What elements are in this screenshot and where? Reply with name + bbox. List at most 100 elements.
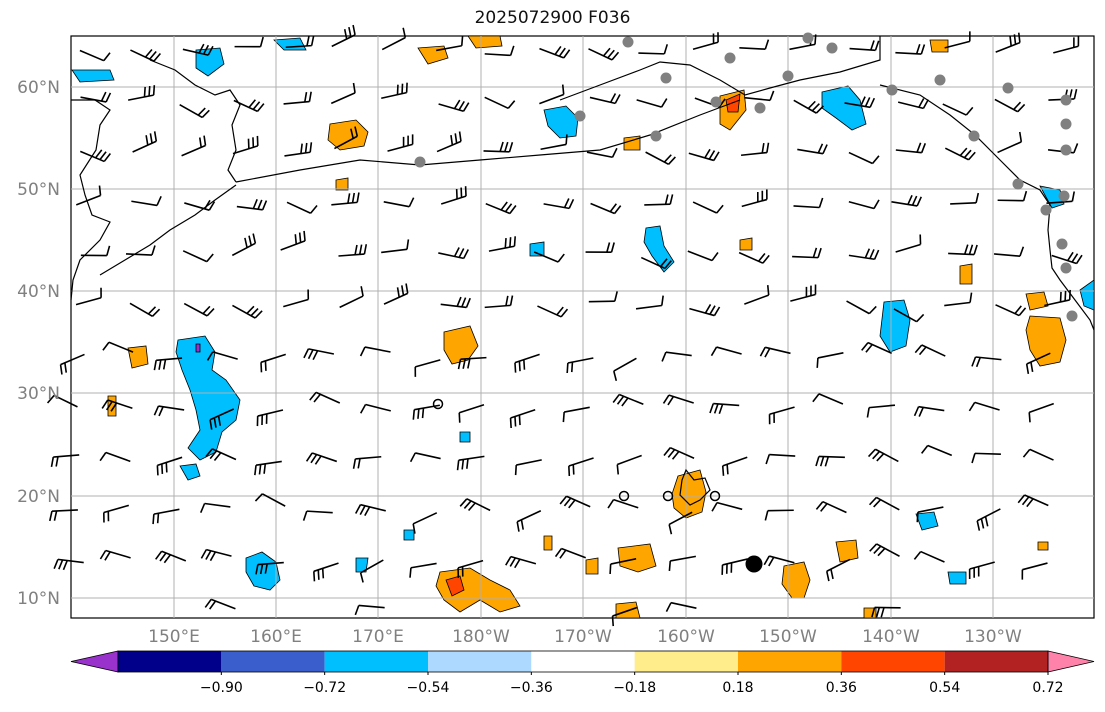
colorbar-extend-low	[70, 650, 119, 673]
wind-barb	[871, 606, 901, 618]
wind-barb	[436, 131, 462, 153]
wind-barb	[815, 455, 845, 467]
wind-barb	[412, 512, 438, 534]
wind-barb	[409, 452, 441, 463]
station-dot-icon	[782, 70, 794, 82]
station-dot-icon	[934, 74, 946, 86]
wind-barb	[942, 103, 974, 116]
wind-barb	[232, 304, 263, 319]
wind-barb	[668, 555, 697, 571]
wind-barb	[125, 245, 156, 256]
wind-barb	[49, 509, 78, 522]
wind-barb	[75, 185, 102, 206]
colorbar-tick-labels: −0.90 −0.72 −0.54 −0.36 −0.18 0.18 0.36 0.54 0.7…	[200, 672, 1064, 696]
wind-barb	[921, 444, 953, 457]
wind-barb	[913, 550, 945, 563]
wind-barb	[744, 285, 770, 305]
wind-barb	[152, 508, 180, 525]
wind-barb	[948, 244, 978, 256]
station-dot-icon	[1060, 94, 1072, 106]
wind-barb	[232, 135, 259, 155]
shaded-region	[179, 463, 201, 481]
wind-barb	[383, 197, 415, 208]
station-dot-icon	[710, 96, 722, 108]
colorbar-tick-label: −0.54	[407, 680, 450, 696]
wind-barb	[914, 344, 946, 357]
lat-tick-label: 60°N	[17, 78, 60, 98]
wind-barb	[339, 286, 364, 309]
colorbar-tick-label: −0.72	[303, 680, 346, 696]
wind-barb	[1044, 289, 1071, 307]
wind-barb	[381, 239, 410, 254]
wind-barb	[383, 283, 409, 305]
wind-barb	[663, 446, 695, 460]
wind-barb	[869, 543, 900, 557]
wind-barb	[846, 300, 877, 315]
colorbar-segment	[428, 651, 532, 672]
wind-barb	[127, 85, 156, 101]
graticule	[71, 36, 1094, 618]
lon-tick-label: 180°W	[452, 627, 510, 647]
wind-barb	[46, 394, 78, 408]
wind-barb	[131, 195, 162, 207]
wind-barb	[129, 302, 161, 317]
wind-barb	[566, 357, 594, 374]
lon-tick-label: 130°W	[964, 627, 1022, 647]
wind-barb	[79, 149, 112, 163]
wind-barb	[359, 346, 391, 357]
wind-barb	[740, 142, 770, 157]
wind-barb	[866, 404, 896, 418]
wind-barb	[1053, 36, 1080, 54]
open-circle-icon	[432, 398, 444, 410]
open-circle-icon	[662, 490, 674, 502]
wind-barb	[793, 99, 824, 114]
wind-barb	[585, 242, 615, 253]
wind-barb	[612, 393, 644, 407]
shaded-region	[617, 543, 657, 573]
wind-barb	[204, 598, 236, 610]
station-dot-icon	[622, 36, 634, 48]
wind-barb	[1051, 251, 1083, 265]
wind-barb	[412, 404, 440, 420]
shaded-region	[459, 431, 471, 443]
wind-barb	[661, 351, 692, 362]
map-title: 2025072900 F036	[474, 8, 631, 28]
wind-barb	[156, 456, 183, 476]
colorbar-tick-label: 0.54	[929, 680, 960, 696]
wind-barb	[638, 44, 669, 55]
colorbar-tick-label: 0.72	[1032, 680, 1063, 696]
wind-barb	[1046, 191, 1076, 204]
shaded-region	[739, 237, 753, 251]
wind-barb	[99, 451, 131, 463]
wind-barb	[611, 606, 638, 627]
wind-barb	[286, 201, 318, 214]
wind-barb	[812, 393, 844, 405]
wind-barb	[409, 562, 437, 578]
station-dot-icon	[968, 130, 980, 142]
wind-barb	[668, 511, 693, 535]
shaded-region	[71, 69, 115, 83]
station-dot-icon	[745, 555, 763, 573]
wind-barb	[184, 199, 216, 211]
open-circle-icon	[709, 490, 721, 502]
wind-barb	[305, 452, 338, 465]
wind-barb	[359, 559, 384, 583]
wind-barb	[588, 47, 620, 61]
shaded-region	[959, 263, 973, 285]
wind-barb	[130, 49, 162, 62]
wind-barb	[179, 103, 210, 119]
wind-barb	[330, 82, 356, 105]
wind-barb	[354, 604, 385, 616]
wind-barb	[792, 247, 822, 259]
wind-barb	[181, 135, 207, 157]
wind-barb	[790, 284, 817, 302]
station-dot-icon	[414, 156, 426, 168]
colorbar-segment	[944, 651, 1048, 672]
wind-barb	[256, 409, 284, 427]
wind-barb	[665, 601, 697, 612]
wind-barb	[533, 251, 565, 263]
wind-barb	[103, 504, 130, 523]
wind-barb	[768, 406, 795, 425]
station-dot-icon	[1058, 190, 1070, 202]
wind-barb	[543, 198, 575, 210]
